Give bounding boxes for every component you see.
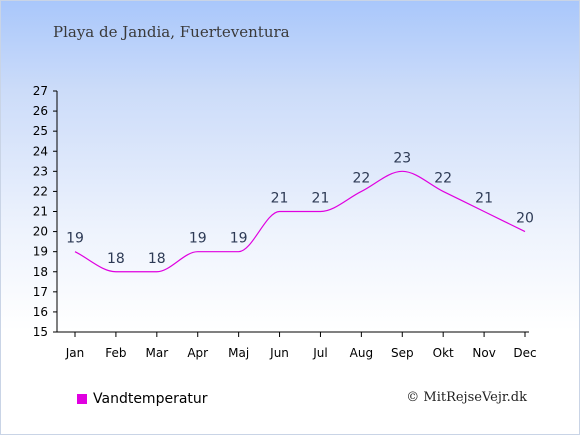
x-tick-label: Apr (187, 346, 208, 360)
data-label: 20 (516, 211, 534, 227)
y-tick-label: 16 (33, 305, 48, 319)
legend: Vandtemperatur (77, 391, 208, 407)
data-label: 23 (393, 150, 411, 166)
x-tick-label: Nov (472, 346, 495, 360)
x-tick-label: Feb (105, 346, 126, 360)
x-tick-label: Okt (433, 346, 454, 360)
series-line-vandtemperatur (74, 170, 526, 273)
y-tick-label: 17 (33, 285, 48, 299)
y-tick-label: 21 (33, 205, 48, 219)
y-tick-label: 27 (33, 84, 48, 98)
data-label: 18 (148, 251, 166, 267)
copyright-text: © MitRejseVejr.dk (406, 390, 527, 405)
x-tick-label: Jun (269, 346, 289, 360)
data-label: 19 (66, 231, 84, 247)
data-label: 21 (475, 191, 493, 207)
y-tick-label: 26 (33, 104, 48, 118)
x-tick-label: Maj (228, 346, 249, 360)
y-tick-label: 22 (33, 184, 48, 198)
data-label: 18 (107, 251, 125, 267)
chart-title: Playa de Jandia, Fuerteventura (53, 23, 290, 41)
y-tick-label: 19 (33, 245, 48, 259)
legend-swatch (77, 394, 87, 404)
x-tick-label: Aug (350, 346, 373, 360)
x-tick-label: Sep (391, 346, 414, 360)
data-label: 22 (434, 170, 452, 186)
x-tick-label: Jul (312, 346, 327, 360)
y-tick-label: 15 (33, 325, 48, 339)
data-label: 22 (352, 170, 370, 186)
data-label: 19 (189, 231, 207, 247)
y-tick-label: 24 (33, 144, 48, 158)
x-tick-label: Dec (513, 346, 536, 360)
data-label: 21 (312, 191, 330, 207)
data-label: 19 (230, 231, 248, 247)
data-label: 21 (271, 191, 289, 207)
y-tick-label: 25 (33, 124, 48, 138)
y-tick-label: 23 (33, 164, 48, 178)
x-tick-label: Jan (65, 346, 85, 360)
y-tick-label: 18 (33, 265, 48, 279)
y-tick-label: 20 (33, 225, 48, 239)
legend-label: Vandtemperatur (93, 391, 208, 407)
x-tick-label: Mar (145, 346, 168, 360)
